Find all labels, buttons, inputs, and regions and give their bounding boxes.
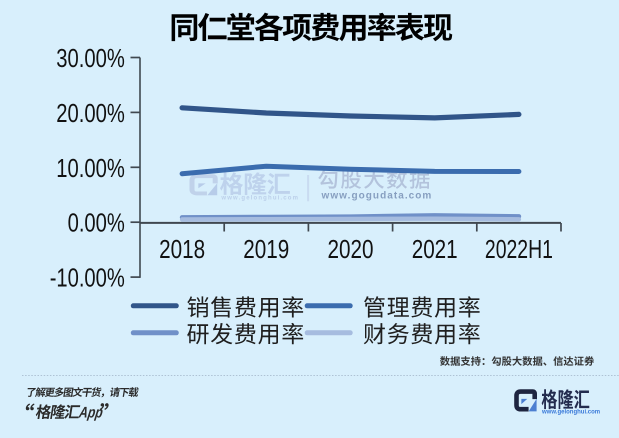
svg-text:App: App xyxy=(77,405,104,422)
svg-text:2022H1: 2022H1 xyxy=(485,236,553,264)
svg-text:2020: 2020 xyxy=(328,236,374,264)
svg-text:2021: 2021 xyxy=(412,236,458,264)
svg-text:30.00%: 30.00% xyxy=(56,43,125,73)
svg-text:2018: 2018 xyxy=(159,236,205,264)
svg-text:0.00%: 0.00% xyxy=(68,208,125,238)
svg-text:-10.00%: -10.00% xyxy=(50,263,125,293)
svg-text:2019: 2019 xyxy=(243,236,289,264)
svg-text:www.gelonghui.com: www.gelonghui.com xyxy=(541,409,600,415)
svg-text:20.00%: 20.00% xyxy=(56,98,125,128)
svg-text:www.gelonghui.com: www.gelonghui.com xyxy=(220,196,299,202)
svg-text:www.gogudata.com: www.gogudata.com xyxy=(321,190,433,201)
svg-text:10.00%: 10.00% xyxy=(56,153,125,183)
